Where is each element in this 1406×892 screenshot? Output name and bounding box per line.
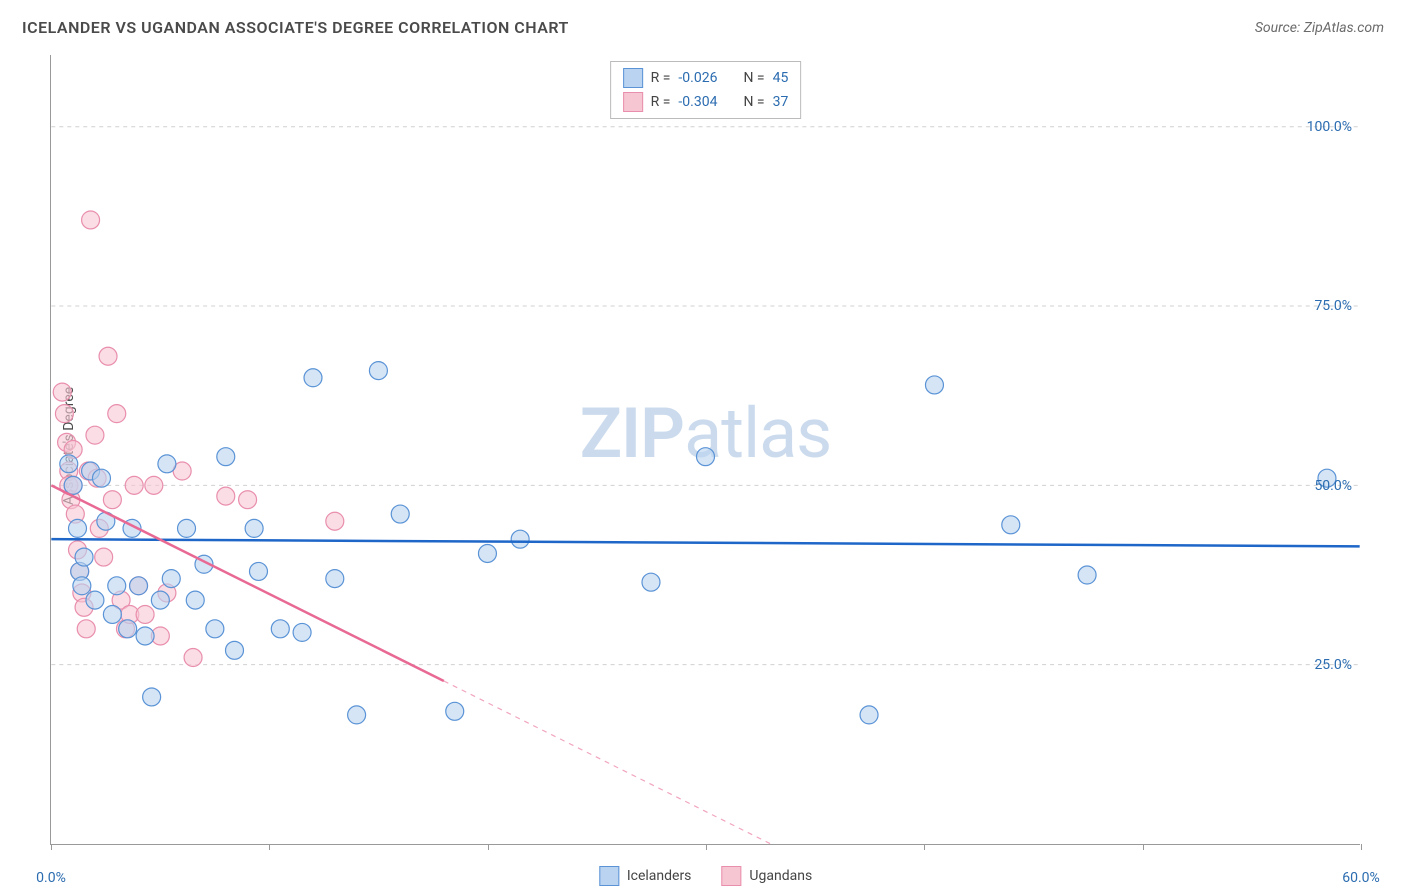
- point-icelanders: [293, 623, 311, 641]
- point-icelanders: [271, 620, 289, 638]
- y-tick-label: 100.0%: [1307, 119, 1352, 135]
- point-icelanders: [511, 530, 529, 548]
- swatch-ugandans-icon: [721, 866, 741, 886]
- point-icelanders: [86, 591, 104, 609]
- chart-title: ICELANDER VS UGANDAN ASSOCIATE'S DEGREE …: [22, 18, 569, 37]
- point-icelanders: [69, 519, 87, 537]
- point-icelanders: [1002, 516, 1020, 534]
- point-icelanders: [326, 570, 344, 588]
- y-tick-label: 50.0%: [1314, 478, 1352, 494]
- n-value-ugandans: 37: [773, 94, 789, 110]
- point-ugandans: [239, 491, 257, 509]
- point-ugandans: [136, 605, 154, 623]
- point-icelanders: [186, 591, 204, 609]
- point-icelanders: [245, 519, 263, 537]
- point-icelanders: [92, 469, 110, 487]
- y-tick-label: 75.0%: [1314, 298, 1352, 314]
- point-icelanders: [75, 548, 93, 566]
- legend-row-ugandans: R = -0.304 N = 37: [623, 90, 789, 114]
- point-icelanders: [217, 448, 235, 466]
- point-icelanders: [130, 577, 148, 595]
- point-ugandans: [184, 649, 202, 667]
- point-icelanders: [60, 455, 78, 473]
- legend-item-icelanders: Icelanders: [599, 866, 692, 886]
- legend-label-icelanders: Icelanders: [627, 868, 692, 884]
- source-attribution: Source: ZipAtlas.com: [1255, 20, 1384, 36]
- point-icelanders: [206, 620, 224, 638]
- swatch-ugandans: [623, 92, 643, 112]
- legend-item-ugandans: Ugandans: [721, 866, 812, 886]
- point-icelanders: [136, 627, 154, 645]
- point-icelanders: [249, 562, 267, 580]
- point-ugandans: [326, 512, 344, 530]
- point-ugandans: [99, 347, 117, 365]
- point-icelanders: [697, 448, 715, 466]
- point-icelanders: [151, 591, 169, 609]
- chart-header: ICELANDER VS UGANDAN ASSOCIATE'S DEGREE …: [22, 18, 1384, 37]
- point-icelanders: [178, 519, 196, 537]
- point-ugandans: [77, 620, 95, 638]
- point-icelanders: [119, 620, 137, 638]
- point-ugandans: [103, 491, 121, 509]
- point-icelanders: [162, 570, 180, 588]
- point-ugandans: [82, 211, 100, 229]
- point-icelanders: [478, 545, 496, 563]
- chart-svg: [51, 55, 1360, 844]
- r-value-ugandans: -0.304: [678, 94, 717, 110]
- point-icelanders: [226, 641, 244, 659]
- point-ugandans: [145, 476, 163, 494]
- trendline-ugandans-dashed: [444, 681, 771, 844]
- point-icelanders: [108, 577, 126, 595]
- correlation-legend: R = -0.026 N = 45 R = -0.304 N = 37: [610, 61, 802, 119]
- point-icelanders: [391, 505, 409, 523]
- r-value-icelanders: -0.026: [678, 70, 717, 86]
- point-icelanders: [348, 706, 366, 724]
- point-icelanders: [1078, 566, 1096, 584]
- point-icelanders: [925, 376, 943, 394]
- point-ugandans: [125, 476, 143, 494]
- point-ugandans: [108, 405, 126, 423]
- swatch-icelanders-icon: [599, 866, 619, 886]
- point-ugandans: [55, 405, 73, 423]
- legend-label-ugandans: Ugandans: [749, 868, 812, 884]
- legend-row-icelanders: R = -0.026 N = 45: [623, 66, 789, 90]
- point-icelanders: [158, 455, 176, 473]
- point-icelanders: [642, 573, 660, 591]
- point-icelanders: [73, 577, 91, 595]
- y-tick-label: 25.0%: [1314, 657, 1352, 673]
- point-ugandans: [217, 487, 235, 505]
- point-icelanders: [369, 362, 387, 380]
- x-axis-max-label: 60.0%: [1342, 870, 1380, 886]
- x-axis-min-label: 0.0%: [36, 870, 66, 886]
- point-icelanders: [304, 369, 322, 387]
- swatch-icelanders: [623, 68, 643, 88]
- point-icelanders: [860, 706, 878, 724]
- point-icelanders: [64, 476, 82, 494]
- n-value-icelanders: 45: [773, 70, 789, 86]
- chart-plot-area: ZIPatlas R = -0.026 N = 45 R = -0.304 N …: [50, 55, 1360, 845]
- trendline-icelanders: [51, 539, 1359, 546]
- point-icelanders: [143, 688, 161, 706]
- point-ugandans: [53, 383, 71, 401]
- point-icelanders: [103, 605, 121, 623]
- point-ugandans: [86, 426, 104, 444]
- series-legend: Icelanders Ugandans: [599, 866, 812, 886]
- point-icelanders: [446, 702, 464, 720]
- point-ugandans: [95, 548, 113, 566]
